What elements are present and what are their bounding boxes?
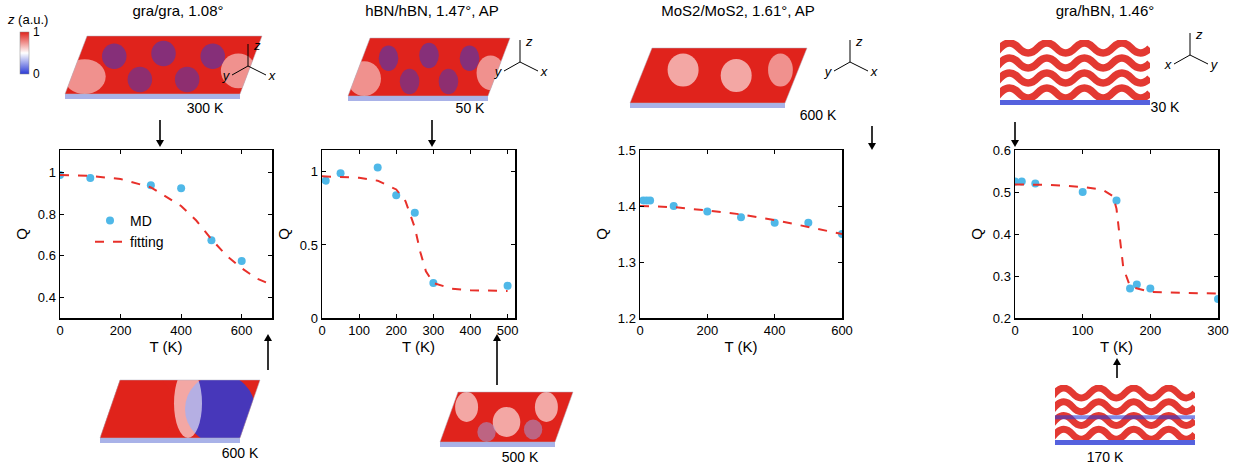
svg-text:0.6: 0.6 <box>38 248 56 263</box>
svg-text:300: 300 <box>422 323 444 338</box>
svg-text:x: x <box>268 68 276 83</box>
svg-text:z: z <box>253 38 261 53</box>
svg-text:gra/gra, 1.08°: gra/gra, 1.08° <box>132 2 223 19</box>
svg-text:0.3: 0.3 <box>993 269 1011 284</box>
svg-text:T (K): T (K) <box>402 338 435 355</box>
svg-text:T (K): T (K) <box>724 338 757 355</box>
svg-text:0.6: 0.6 <box>993 143 1011 158</box>
svg-text:200: 200 <box>385 323 407 338</box>
svg-text:Q: Q <box>968 228 985 240</box>
svg-text:100: 100 <box>348 323 370 338</box>
svg-text:300 K: 300 K <box>187 100 224 116</box>
svg-text:300: 300 <box>1207 323 1229 338</box>
svg-text:0.4: 0.4 <box>38 290 56 305</box>
svg-text:0.8: 0.8 <box>38 207 56 222</box>
svg-text:T (K): T (K) <box>149 338 182 355</box>
svg-text:1.2: 1.2 <box>618 311 636 326</box>
svg-text:x: x <box>1164 57 1172 72</box>
svg-text:T (K): T (K) <box>1100 338 1133 355</box>
svg-text:400: 400 <box>764 323 786 338</box>
svg-text:z: z <box>855 34 863 49</box>
svg-text:0.5: 0.5 <box>300 238 318 253</box>
svg-text:500: 500 <box>497 323 519 338</box>
svg-text:600 K: 600 K <box>800 107 837 123</box>
svg-text:0: 0 <box>33 67 40 81</box>
svg-text:Q: Q <box>13 228 30 240</box>
svg-text:MoS2/MoS2, 1.61°, AP: MoS2/MoS2, 1.61°, AP <box>661 2 815 19</box>
svg-text:200: 200 <box>1139 323 1161 338</box>
svg-text:600 K: 600 K <box>222 445 259 461</box>
svg-text:400: 400 <box>170 323 192 338</box>
svg-text:1: 1 <box>33 25 40 39</box>
svg-text:1: 1 <box>311 164 318 179</box>
svg-text:100: 100 <box>1072 323 1094 338</box>
svg-text:0: 0 <box>318 323 325 338</box>
svg-text:1.3: 1.3 <box>618 255 636 270</box>
svg-text:fitting: fitting <box>130 234 163 250</box>
svg-text:hBN/hBN, 1.47°, AP: hBN/hBN, 1.47°, AP <box>365 2 499 19</box>
svg-text:0: 0 <box>636 323 643 338</box>
svg-text:y: y <box>1210 57 1219 72</box>
svg-text:Q: Q <box>593 228 610 240</box>
svg-text:x: x <box>540 64 548 79</box>
svg-text:1.5: 1.5 <box>618 143 636 158</box>
svg-text:1: 1 <box>49 165 56 180</box>
svg-text:200: 200 <box>110 323 132 338</box>
svg-text:y: y <box>222 68 231 83</box>
svg-text:50 K: 50 K <box>456 100 485 116</box>
svg-text:Q: Q <box>275 228 292 240</box>
svg-text:y: y <box>824 64 833 79</box>
svg-text:0.4: 0.4 <box>993 227 1011 242</box>
svg-text:170 K: 170 K <box>1087 449 1124 465</box>
svg-text:1.4: 1.4 <box>618 199 636 214</box>
svg-text:y: y <box>494 64 503 79</box>
svg-text:500 K: 500 K <box>502 449 539 465</box>
svg-text:30 K: 30 K <box>1151 99 1180 115</box>
svg-text:gra/hBN, 1.46°: gra/hBN, 1.46° <box>1056 2 1155 19</box>
svg-text:600: 600 <box>231 323 253 338</box>
svg-text:z: z <box>525 34 533 49</box>
svg-text:0.2: 0.2 <box>993 311 1011 326</box>
svg-text:z (a.u.): z (a.u.) <box>7 12 48 27</box>
svg-text:400: 400 <box>460 323 482 338</box>
svg-text:MD: MD <box>130 213 152 229</box>
svg-text:z: z <box>1195 27 1203 42</box>
svg-text:0.5: 0.5 <box>993 185 1011 200</box>
svg-text:0: 0 <box>1011 323 1018 338</box>
svg-text:0: 0 <box>311 311 318 326</box>
svg-text:600: 600 <box>831 323 853 338</box>
svg-text:0: 0 <box>56 323 63 338</box>
svg-text:x: x <box>870 64 878 79</box>
svg-text:200: 200 <box>696 323 718 338</box>
